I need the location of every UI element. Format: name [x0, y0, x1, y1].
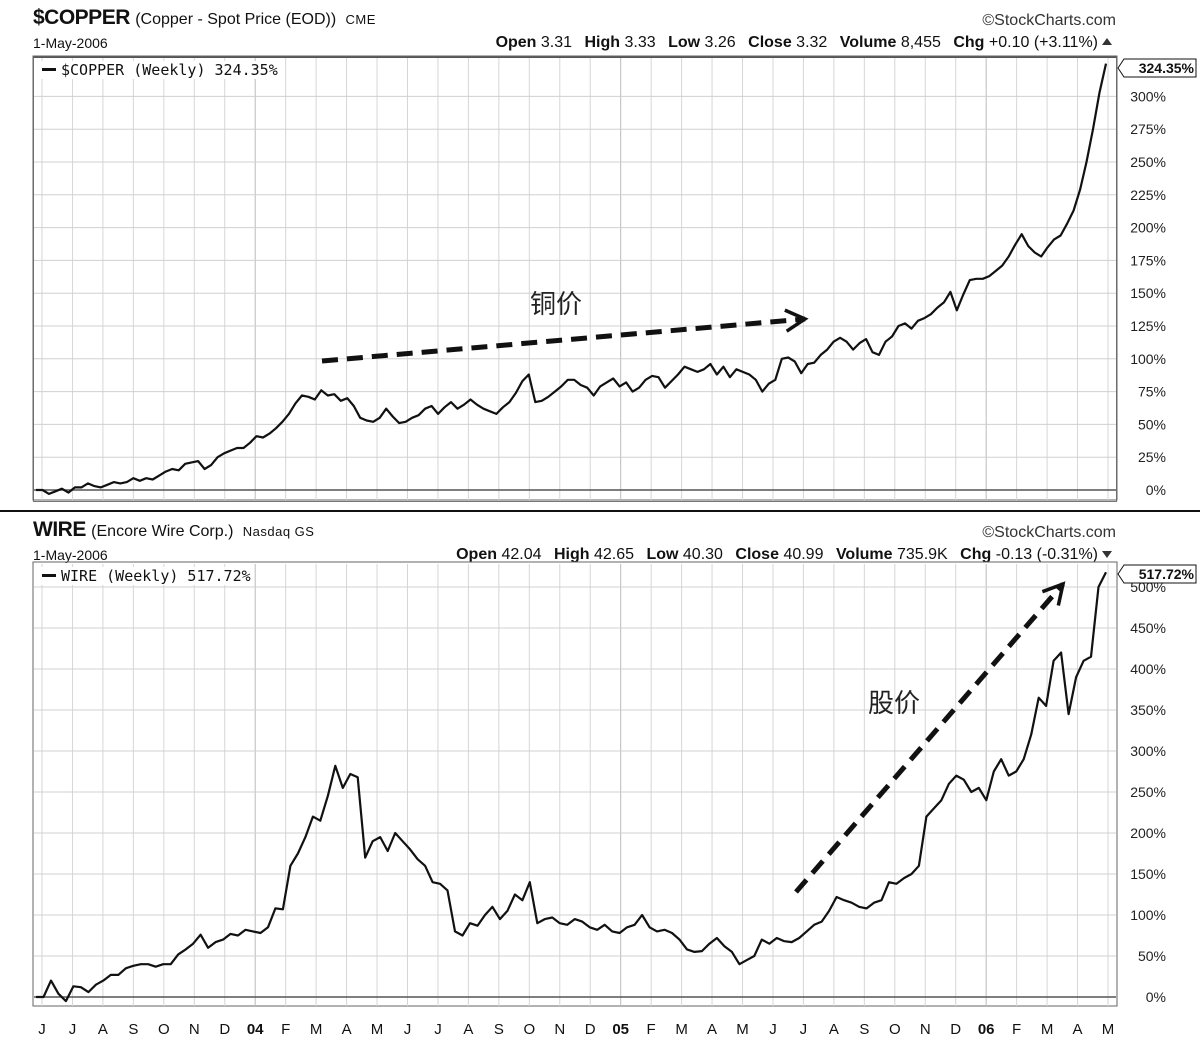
x-tick-label: M: [371, 1021, 384, 1038]
x-tick-label: N: [189, 1021, 200, 1038]
x-tick-label: A: [342, 1021, 352, 1038]
wire-y-tick-label: 350%: [1130, 702, 1166, 718]
change-up-icon: [1102, 38, 1112, 45]
wire-y-tick-label: 450%: [1130, 620, 1166, 636]
wire-y-tick-label: 100%: [1130, 907, 1166, 923]
x-tick-label: A: [829, 1021, 839, 1038]
x-tick-label: 06: [978, 1021, 995, 1038]
copper-last-value-box: [1117, 58, 1197, 78]
x-tick-label: J: [769, 1021, 777, 1038]
x-tick-label: 04: [247, 1021, 264, 1038]
x-tick-label: M: [1102, 1021, 1115, 1038]
copper-stats: Open 3.31 High 3.33 Low 3.26 Close 3.32 …: [496, 34, 1112, 52]
copper-y-tick-label: 75%: [1138, 384, 1166, 400]
copper-y-tick-label: 175%: [1130, 252, 1166, 268]
copper-panel: $COPPER (Copper - Spot Price (EOD)) CME …: [0, 0, 1200, 510]
x-tick-label: F: [281, 1021, 290, 1038]
copper-y-tick-label: 0%: [1146, 482, 1166, 498]
wire-y-tick-label: 250%: [1130, 784, 1166, 800]
wire-stats: Open 42.04 High 42.65 Low 40.30 Close 40…: [456, 546, 1112, 564]
x-tick-label: J: [69, 1021, 77, 1038]
wire-y-tick-label: 50%: [1138, 948, 1166, 964]
copper-symbol: $COPPER: [33, 6, 130, 29]
copper-y-tick-label: 300%: [1130, 88, 1166, 104]
copper-y-tick-label: 275%: [1130, 121, 1166, 137]
copper-y-tick-label: 50%: [1138, 416, 1166, 432]
wire-legend: WIRE (Weekly) 517.72%: [40, 567, 253, 585]
stockcharts-brand[interactable]: ©StockCharts.com: [982, 12, 1116, 29]
wire-trend-arrow: [794, 582, 1065, 894]
wire-name: (Encore Wire Corp.): [91, 523, 234, 540]
copper-y-tick-label: 200%: [1130, 220, 1166, 236]
legend-line-icon: [42, 574, 56, 577]
wire-plot-border: [32, 561, 1118, 1007]
x-tick-label: O: [523, 1021, 535, 1038]
x-tick-label: F: [1012, 1021, 1021, 1038]
x-tick-label: D: [585, 1021, 596, 1038]
wire-annotation: 股价: [868, 689, 921, 719]
wire-y-tick-label: 0%: [1146, 989, 1166, 1005]
legend-line-icon: [42, 68, 56, 71]
wire-exchange: Nasdaq GS: [242, 524, 315, 539]
copper-y-tick-label: 25%: [1138, 449, 1166, 465]
wire-y-tick-label: 150%: [1130, 866, 1166, 882]
wire-panel: WIRE (Encore Wire Corp.) Nasdaq GS ©Stoc…: [0, 510, 1200, 1049]
wire-trend-arrow-head: [1041, 581, 1066, 606]
copper-trend-arrow: [321, 316, 806, 364]
x-tick-label: S: [859, 1021, 869, 1038]
copper-annotation: 铜价: [530, 290, 583, 320]
copper-y-tick-label: 100%: [1130, 351, 1166, 367]
copper-title: $COPPER (Copper - Spot Price (EOD)) CME: [33, 6, 376, 30]
x-tick-label: S: [128, 1021, 138, 1038]
copper-series-line: [36, 63, 1108, 495]
x-tick-label: A: [463, 1021, 473, 1038]
x-tick-label: N: [920, 1021, 931, 1038]
x-tick-label: J: [404, 1021, 412, 1038]
change-down-icon: [1102, 551, 1112, 558]
copper-last-value-label: 324.35%: [1139, 60, 1195, 76]
copper-exchange: CME: [345, 12, 376, 27]
x-tick-label: D: [219, 1021, 230, 1038]
x-tick-label: J: [434, 1021, 442, 1038]
x-tick-label: M: [1041, 1021, 1054, 1038]
x-tick-label: A: [707, 1021, 717, 1038]
wire-series-line: [36, 571, 1107, 1003]
wire-last-value-label: 517.72%: [1139, 566, 1195, 582]
x-tick-label: J: [38, 1021, 46, 1038]
wire-y-tick-label: 400%: [1130, 661, 1166, 677]
x-tick-label: M: [675, 1021, 688, 1038]
x-tick-label: M: [310, 1021, 323, 1038]
copper-y-tick-label: 150%: [1130, 285, 1166, 301]
x-tick-label: 05: [612, 1021, 629, 1038]
copper-name: (Copper - Spot Price (EOD)): [135, 11, 337, 28]
copper-y-tick-label: 250%: [1130, 154, 1166, 170]
copper-plot-border: [32, 55, 1118, 501]
wire-y-tick-label: 300%: [1130, 743, 1166, 759]
wire-y-tick-label: 200%: [1130, 825, 1166, 841]
wire-date: 1-May-2006: [33, 547, 108, 563]
copper-trend-arrow-head: [784, 308, 809, 333]
copper-date: 1-May-2006: [33, 35, 108, 51]
copper-y-tick-label: 125%: [1130, 318, 1166, 334]
stockcharts-brand-2[interactable]: ©StockCharts.com: [982, 524, 1116, 541]
x-tick-label: F: [647, 1021, 656, 1038]
x-tick-label: J: [800, 1021, 808, 1038]
copper-y-tick-label: 225%: [1130, 187, 1166, 203]
wire-title: WIRE (Encore Wire Corp.) Nasdaq GS: [33, 518, 314, 542]
wire-last-value-box: [1117, 564, 1197, 584]
x-tick-label: M: [736, 1021, 749, 1038]
x-tick-label: A: [1073, 1021, 1083, 1038]
x-tick-label: D: [950, 1021, 961, 1038]
x-tick-label: O: [889, 1021, 901, 1038]
x-tick-label: A: [98, 1021, 108, 1038]
copper-legend: $COPPER (Weekly) 324.35%: [40, 61, 280, 79]
wire-symbol: WIRE: [33, 518, 86, 541]
x-tick-label: O: [158, 1021, 170, 1038]
x-tick-label: N: [554, 1021, 565, 1038]
x-tick-label: S: [494, 1021, 504, 1038]
